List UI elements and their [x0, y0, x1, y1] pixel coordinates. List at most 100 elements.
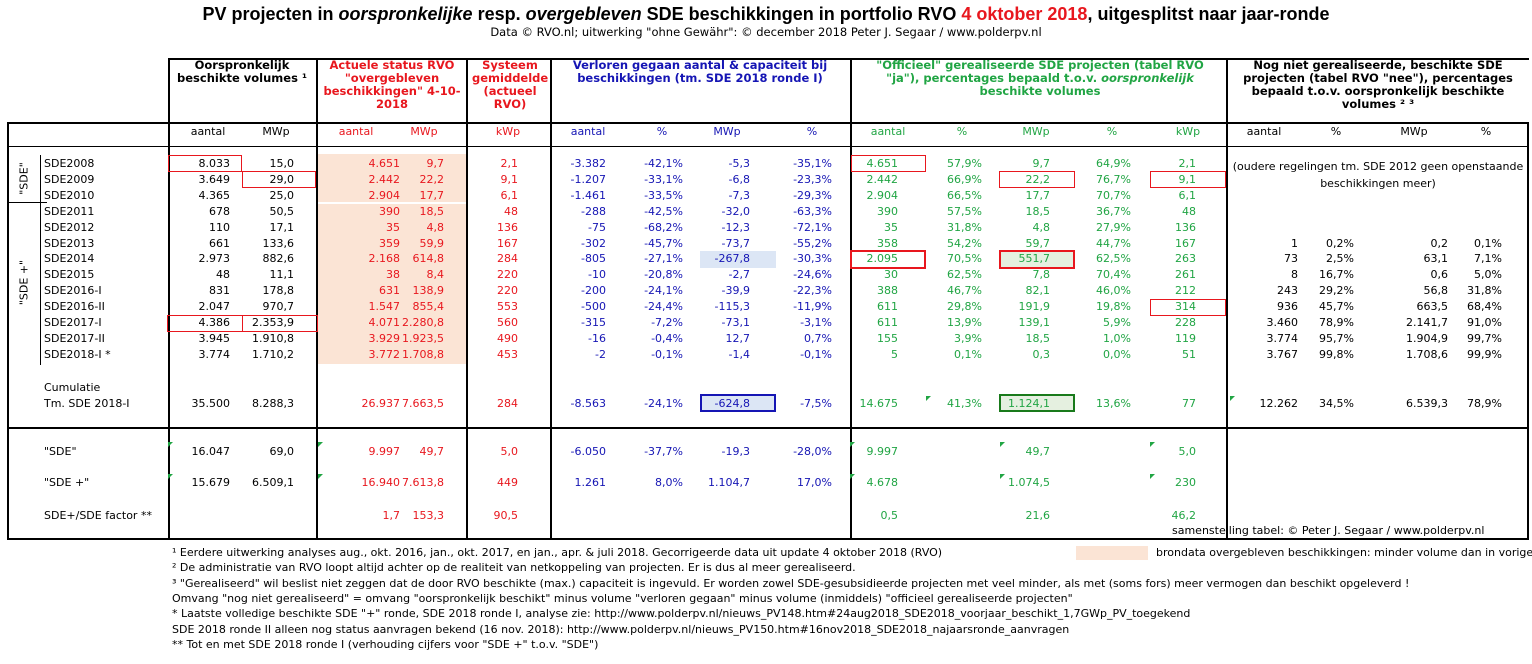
table-cell: 139,1 — [1018, 316, 1051, 329]
row-label: SDE2011 — [44, 205, 95, 218]
header-orig: Oorspronkelijk beschikte volumes ¹ — [177, 58, 307, 85]
credit: samenstelling tabel: © Peter J. Segaar /… — [1172, 524, 1485, 537]
table-cell: -75 — [588, 221, 606, 234]
summary-cell: 1,7 — [382, 509, 401, 522]
table-cell: 678 — [209, 205, 230, 218]
table-cell: -35,1% — [793, 157, 832, 170]
table-cell: 611 — [877, 300, 898, 313]
table-cell: -267,8 — [714, 252, 750, 265]
header-officieel: "Officieel" gerealiseerde SDE projecten … — [860, 59, 1220, 98]
cumulatie-cell: 13,6% — [1096, 397, 1131, 410]
comment-marker — [168, 474, 173, 479]
table-rule — [550, 58, 552, 540]
table-cell: -68,2% — [644, 221, 683, 234]
table-cell: -27,1% — [644, 252, 683, 265]
table-cell: 29,0 — [269, 173, 295, 186]
table-cell: 19,8% — [1096, 300, 1131, 313]
summary-cell: 16.047 — [191, 445, 231, 458]
unit-label: MWp — [410, 125, 438, 138]
table-cell: -500 — [581, 300, 606, 313]
table-cell: 76,7% — [1096, 173, 1131, 186]
highlight-blue-box — [700, 394, 776, 412]
table-cell: 8.033 — [198, 157, 231, 170]
row-label: SDE2016-I — [44, 284, 102, 297]
table-cell: 48 — [1182, 205, 1196, 218]
table-cell: 388 — [877, 284, 898, 297]
table-cell: 8 — [1291, 268, 1298, 281]
table-cell: 663,5 — [1416, 300, 1449, 313]
cumulatie-cell: -24,1% — [644, 397, 683, 410]
highlight-box — [999, 171, 1075, 188]
table-cell: -1,4 — [728, 348, 750, 361]
unit-label: % — [956, 125, 968, 138]
table-cell: 4,8 — [1032, 221, 1051, 234]
title-part: oorspronkelijke — [338, 4, 473, 24]
table-cell: 54,2% — [947, 237, 982, 250]
table-cell: 1.547 — [368, 300, 401, 313]
summary-cell: 21,6 — [1025, 509, 1051, 522]
table-cell: -5,3 — [728, 157, 750, 170]
table-cell: 133,6 — [262, 237, 295, 250]
footnote: ** Tot en met SDE 2018 ronde I (verhoudi… — [172, 637, 599, 651]
legend-text: brondata overgebleven beschikkingen: min… — [1156, 546, 1532, 559]
table-cell: -315 — [581, 316, 606, 329]
table-cell: 1.708,6 — [1406, 348, 1448, 361]
table-cell: 167 — [1175, 237, 1196, 250]
table-cell: 2.904 — [866, 189, 899, 202]
summary-cell: 1.261 — [574, 476, 607, 489]
highlight-box — [1150, 299, 1226, 316]
unit-label: % — [656, 125, 668, 138]
table-cell: 7,1% — [1474, 252, 1502, 265]
table-cell: 3.774 — [1266, 332, 1299, 345]
table-cell: 50,5 — [269, 205, 295, 218]
header-nog: Nog niet gerealiseerde, beschikte SDE pr… — [1243, 58, 1513, 111]
table-cell: 2.353,9 — [252, 316, 294, 329]
table-cell: 38 — [386, 268, 400, 281]
unit-label: aantal — [1246, 125, 1282, 138]
table-cell: 1 — [1291, 237, 1298, 250]
cumulatie-cell: 6.539,3 — [1406, 397, 1448, 410]
table-cell: 2,1 — [1178, 157, 1197, 170]
cumulatie-cell: -7,5% — [800, 397, 832, 410]
table-cell: 4,8 — [426, 221, 445, 234]
table-cell: 16,7% — [1319, 268, 1354, 281]
table-cell: -23,3% — [793, 173, 832, 186]
table-cell: -55,2% — [793, 237, 832, 250]
row-label: SDE2012 — [44, 221, 95, 234]
highlight-blue-fill — [700, 251, 776, 268]
table-cell: -39,9 — [721, 284, 750, 297]
table-cell: 2.141,7 — [1406, 316, 1448, 329]
table-cell: 70,7% — [1096, 189, 1131, 202]
table-cell: 560 — [497, 316, 518, 329]
unit-label: MWp — [1400, 125, 1428, 138]
table-cell: 0,2 — [1430, 237, 1449, 250]
table-cell: 212 — [1175, 284, 1196, 297]
comment-marker — [1150, 474, 1155, 479]
table-cell: 110 — [209, 221, 230, 234]
table-cell: 95,7% — [1319, 332, 1354, 345]
table-cell: 855,4 — [412, 300, 445, 313]
comment-marker — [168, 442, 173, 447]
comment-marker — [318, 442, 323, 447]
table-cell: -302 — [581, 237, 606, 250]
table-cell: 167 — [497, 237, 518, 250]
summary-cell: 9.997 — [866, 445, 899, 458]
table-cell: 9,1 — [500, 173, 519, 186]
table-cell: 66,9% — [947, 173, 982, 186]
table-cell: 553 — [497, 300, 518, 313]
group-label-sde: "SDE" — [17, 162, 31, 195]
table-cell: 3.774 — [198, 348, 231, 361]
table-cell: 551,7 — [1018, 252, 1051, 265]
table-cell: 9,7 — [426, 157, 445, 170]
subtitle: Data © RVO.nl; uitwerking "ohne Gewähr":… — [490, 25, 1042, 39]
table-cell: 263 — [1175, 252, 1196, 265]
table-cell: 453 — [497, 348, 518, 361]
table-cell: -42,5% — [644, 205, 683, 218]
table-cell: 2.047 — [198, 300, 231, 313]
table-cell: -7,3 — [728, 189, 750, 202]
table-cell: 5,9% — [1103, 316, 1131, 329]
table-cell: 4.386 — [198, 316, 231, 329]
summary-label: SDE+/SDE factor ** — [44, 509, 152, 522]
summary-cell: -6.050 — [570, 445, 606, 458]
table-cell: 359 — [379, 237, 400, 250]
